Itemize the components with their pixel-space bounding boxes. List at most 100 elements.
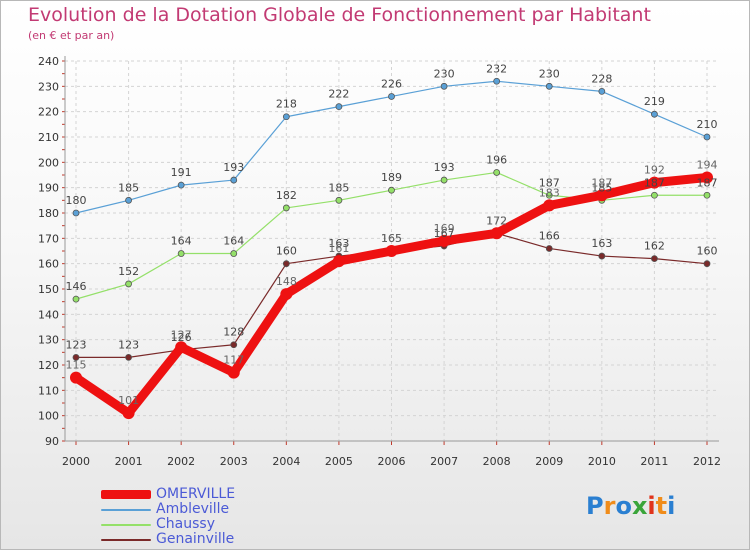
- data-label-ambleville: 191: [171, 166, 192, 179]
- legend-item-chaussy: Chaussy: [101, 517, 235, 532]
- data-label-chaussy: 164: [171, 235, 192, 248]
- y-tick-label: 140: [38, 308, 59, 321]
- data-point-ambleville: [230, 176, 238, 184]
- data-point-omerville: [70, 371, 82, 384]
- data-point-genainville: [230, 341, 238, 349]
- legend-item-ambleville: Ambleville: [101, 502, 235, 517]
- legend-swatch-ambleville: [101, 508, 151, 511]
- data-point-omerville: [543, 199, 556, 212]
- data-point-ambleville: [440, 82, 448, 90]
- x-tick-label: 2001: [115, 455, 143, 468]
- data-label-omerville: 127: [171, 328, 192, 341]
- x-tick-label: 2003: [220, 455, 248, 468]
- data-label-omerville: 194: [697, 159, 718, 172]
- data-point-chaussy: [388, 186, 395, 194]
- data-point-ambleville: [282, 113, 290, 121]
- data-point-ambleville: [388, 93, 395, 100]
- data-point-omerville: [701, 171, 713, 184]
- legend-label-ambleville: Ambleville: [156, 501, 230, 517]
- data-label-genainville: 123: [118, 338, 139, 351]
- data-label-chaussy: 185: [328, 181, 349, 194]
- data-point-omerville: [438, 234, 451, 247]
- data-point-genainville: [72, 353, 80, 361]
- logo-letter: x: [631, 492, 648, 520]
- data-label-ambleville: 180: [66, 194, 87, 207]
- data-point-ambleville: [703, 133, 711, 141]
- legend-item-omerville: OMERVILLE: [101, 487, 235, 502]
- data-label-chaussy: 193: [434, 161, 455, 174]
- data-point-genainville: [125, 353, 132, 361]
- data-label-genainville: 166: [539, 229, 560, 242]
- data-point-chaussy: [230, 250, 238, 257]
- y-tick-label: 150: [38, 283, 59, 296]
- data-point-ambleville: [598, 88, 606, 95]
- data-point-chaussy: [545, 191, 553, 199]
- data-label-ambleville: 193: [223, 161, 244, 174]
- data-label-chaussy: 189: [381, 171, 402, 184]
- data-label-genainville: 160: [697, 245, 718, 258]
- data-point-ambleville: [177, 181, 185, 189]
- data-label-chaussy: 182: [276, 189, 297, 202]
- y-tick-label: 90: [45, 435, 59, 448]
- data-point-genainville: [545, 245, 553, 252]
- data-point-ambleville: [651, 110, 658, 118]
- data-label-omerville: 161: [328, 242, 349, 255]
- data-point-chaussy: [72, 295, 80, 303]
- data-point-genainville: [651, 255, 658, 263]
- data-point-genainville: [703, 260, 711, 268]
- x-tick-label: 2008: [483, 455, 511, 468]
- logo-letter: P: [586, 492, 604, 520]
- x-tick-label: 2000: [62, 455, 90, 468]
- data-label-ambleville: 232: [486, 62, 507, 75]
- x-tick-label: 2010: [588, 455, 616, 468]
- data-label-chaussy: 196: [486, 153, 507, 166]
- data-label-genainville: 128: [223, 326, 244, 339]
- x-tick-label: 2002: [167, 455, 195, 468]
- data-label-omerville: 192: [644, 164, 665, 177]
- data-label-omerville: 169: [434, 222, 455, 235]
- data-label-ambleville: 185: [118, 181, 139, 194]
- data-label-chaussy: 185: [591, 181, 612, 194]
- legend-swatch-genainville: [101, 538, 151, 541]
- data-point-ambleville: [125, 196, 132, 204]
- series-layer: [70, 77, 713, 420]
- y-tick-label: 220: [38, 106, 59, 119]
- chart-title: Evolution de la Dotation Globale de Fonc…: [28, 4, 651, 26]
- x-tick-label: 2004: [272, 455, 300, 468]
- data-point-chaussy: [651, 191, 658, 199]
- data-point-chaussy: [440, 176, 448, 184]
- data-label-ambleville: 230: [539, 67, 560, 80]
- y-tick-label: 240: [38, 55, 59, 68]
- y-tick-label: 110: [38, 384, 59, 397]
- data-label-omerville: 187: [591, 176, 612, 189]
- y-tick-label: 130: [38, 334, 59, 347]
- data-label-omerville: 117: [223, 354, 244, 367]
- data-label-omerville: 172: [486, 214, 507, 227]
- data-label-omerville: 101: [118, 394, 139, 407]
- legend: OMERVILLE Ambleville Chaussy Genainville: [101, 487, 235, 547]
- data-point-omerville: [595, 189, 608, 202]
- data-label-chaussy: 164: [223, 235, 244, 248]
- legend-item-genainville: Genainville: [101, 532, 235, 547]
- x-tick-label: 2011: [640, 455, 668, 468]
- logo-letter: i: [647, 492, 656, 520]
- axes: 90 100 110 120 130 140 150 160 170 180 190 200 210 22…: [38, 55, 721, 468]
- data-label-ambleville: 219: [644, 95, 665, 108]
- x-tick-label: 2005: [325, 455, 353, 468]
- data-point-omerville: [385, 245, 398, 257]
- data-point-ambleville: [72, 209, 80, 217]
- logo-letter: r: [603, 492, 616, 520]
- y-tick-label: 230: [38, 80, 59, 93]
- legend-swatch-omerville: [101, 490, 151, 499]
- data-point-chaussy: [125, 280, 132, 288]
- data-point-chaussy: [703, 191, 711, 199]
- proxiti-logo: Proxiti: [586, 492, 675, 520]
- data-point-omerville: [175, 341, 188, 354]
- logo-letter: t: [655, 492, 668, 520]
- data-label-ambleville: 218: [276, 98, 297, 111]
- data-point-chaussy: [493, 169, 501, 176]
- data-point-ambleville: [545, 82, 553, 90]
- data-label-genainville: 163: [328, 237, 349, 250]
